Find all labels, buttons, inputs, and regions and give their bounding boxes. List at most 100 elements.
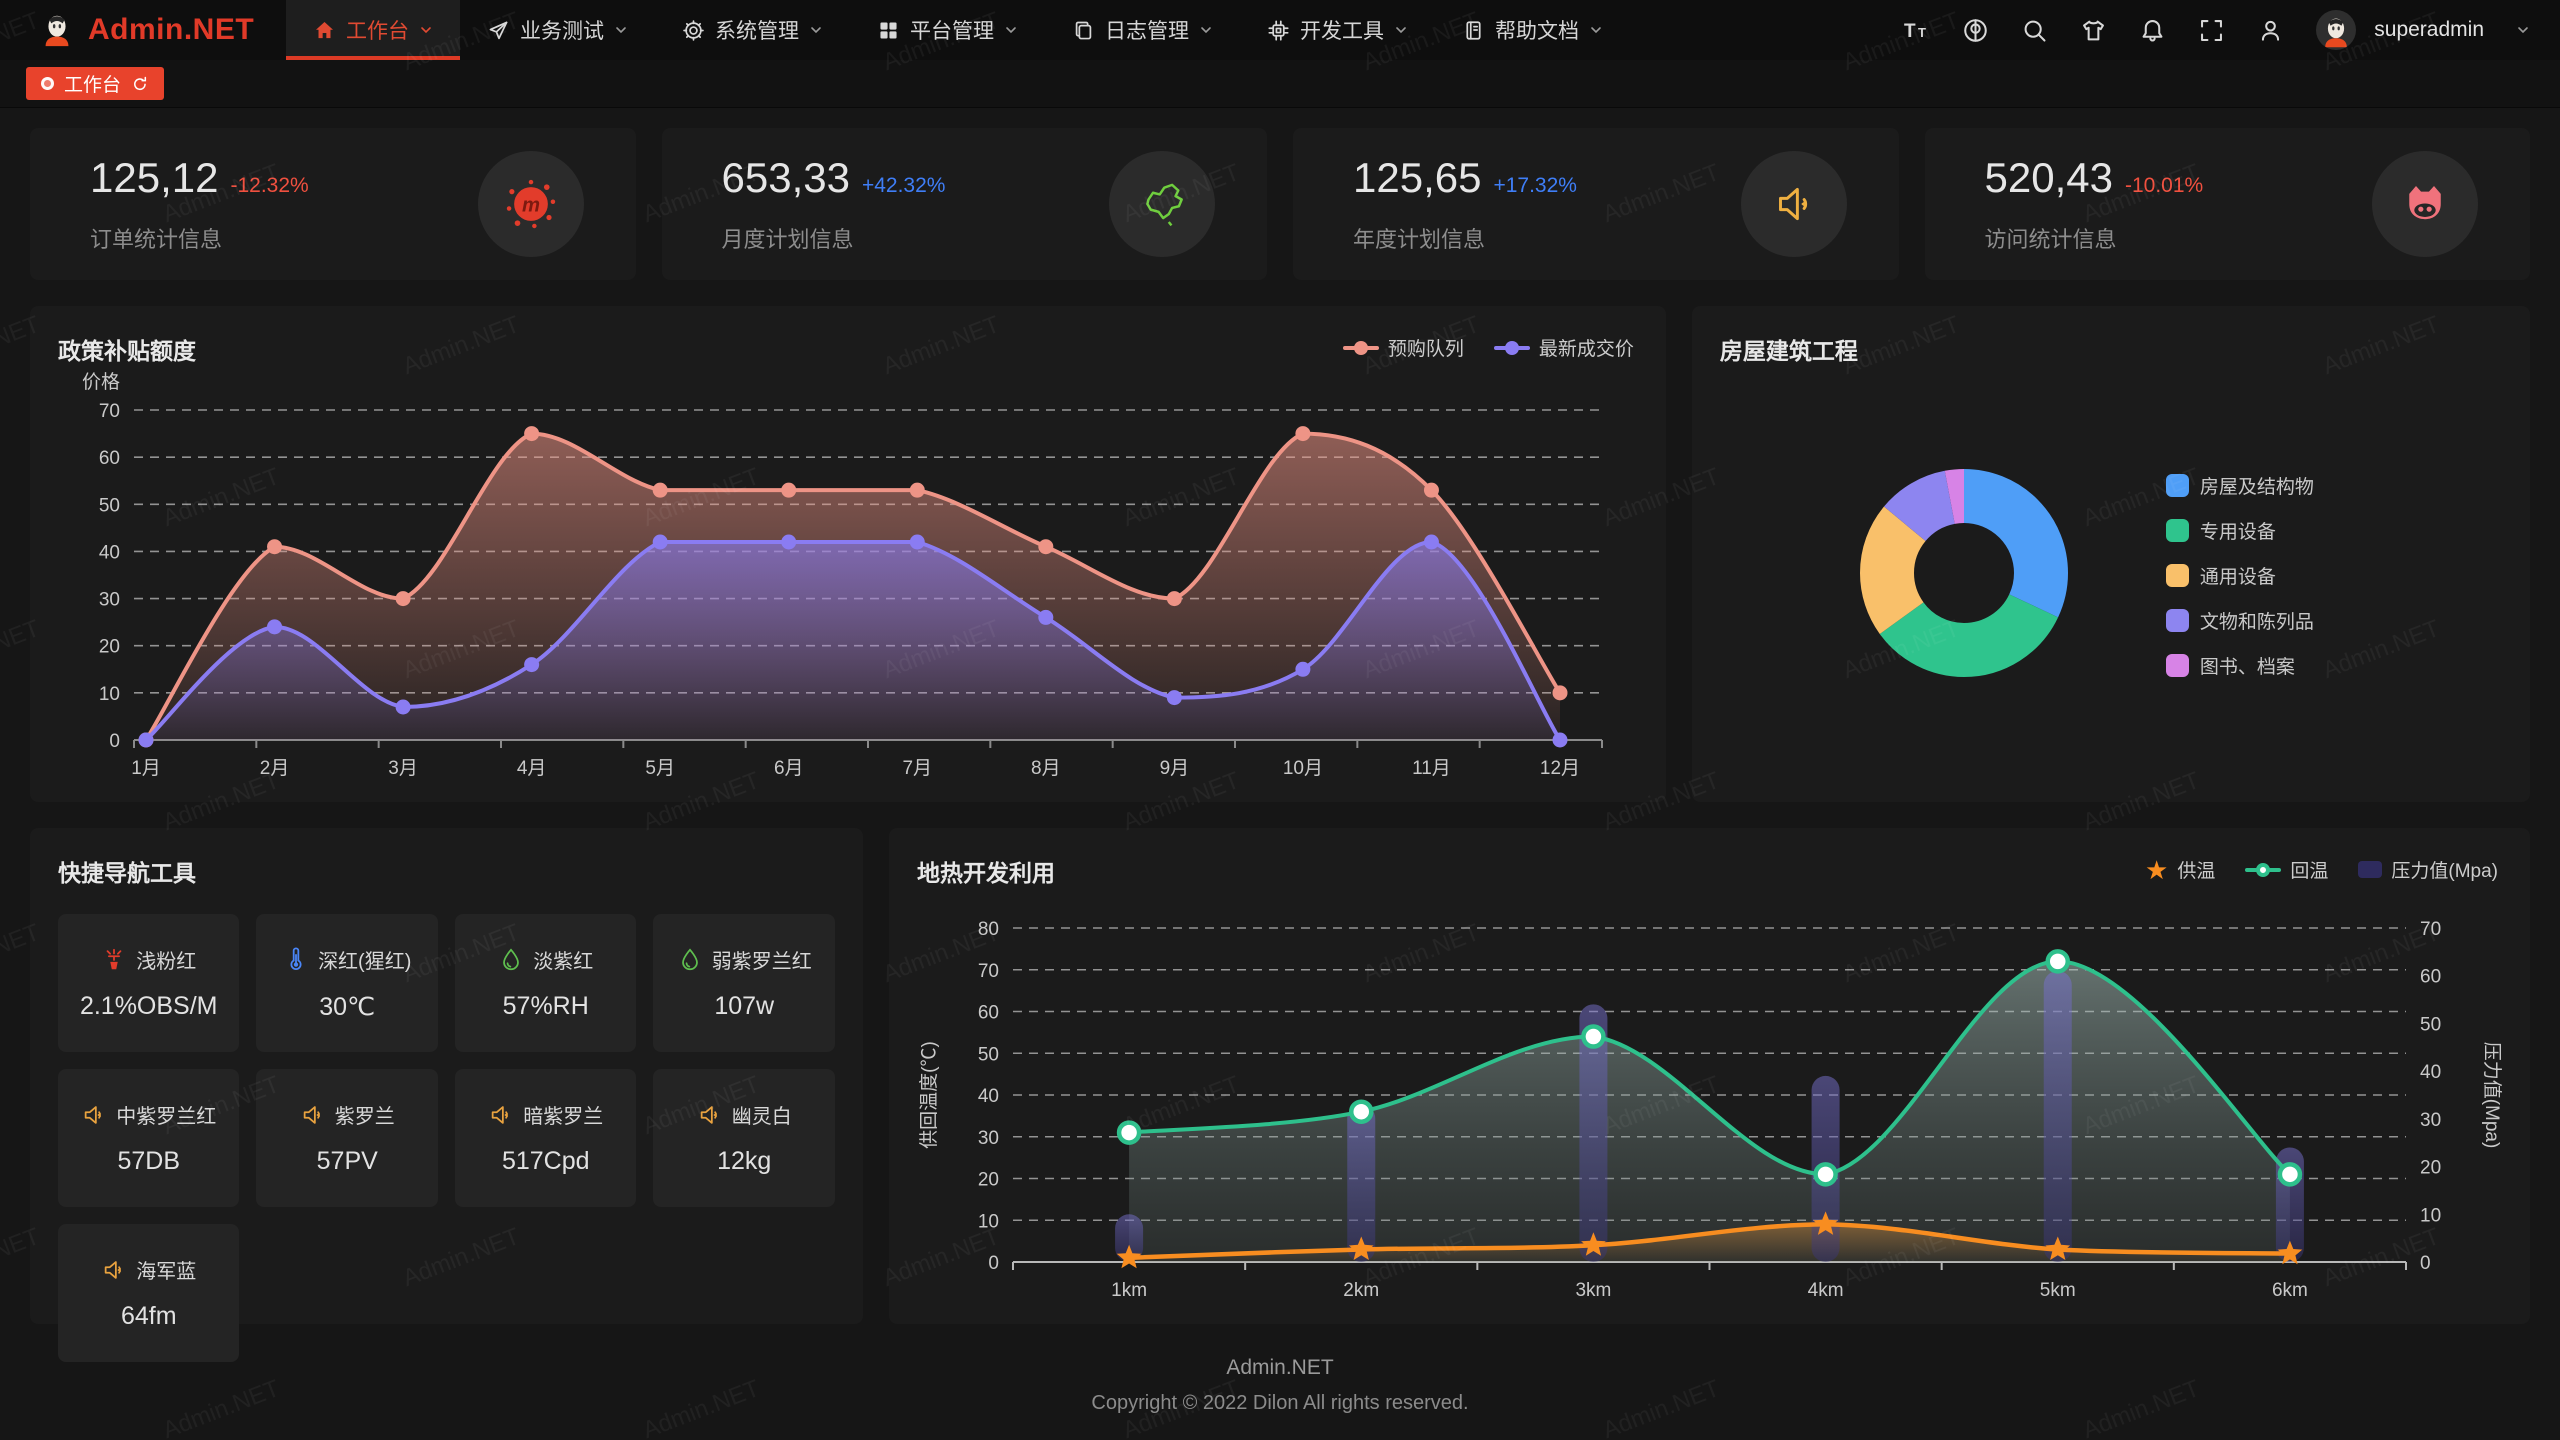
legend-chip [2165, 608, 2189, 632]
donut-wrap: 房屋及结构物 专用设备 通用设备 文物和陈列品 图书、档案 [1720, 366, 2502, 784]
quick-nav-item[interactable]: 暗紫罗兰 517Cpd [454, 1069, 637, 1207]
svg-text:60: 60 [99, 448, 120, 469]
menu-item-platform[interactable]: 平台管理 [850, 0, 1045, 60]
thermometer-icon [283, 946, 309, 972]
chart-title: 地热开发利用 [916, 860, 1055, 886]
legend-chip [2165, 518, 2189, 542]
stat-label: 订单统计信息 [90, 227, 223, 252]
stats-row: 125,12 -12.32% 订单统计信息 m 653,33 +42.32% 月度计… [30, 128, 2530, 280]
fullscreen-icon[interactable] [2198, 17, 2225, 44]
legend-item-artifacts[interactable]: 文物和陈列品 [2165, 607, 2314, 634]
legend-item-pressure[interactable]: 压力值(Mpa) [2358, 856, 2498, 883]
username[interactable]: superadmin [2374, 18, 2484, 41]
search-icon[interactable] [2021, 17, 2048, 44]
tab-active-dot [41, 77, 54, 90]
stat-card-orders: 125,12 -12.32% 订单统计信息 m [30, 128, 636, 280]
quick-nav-value: 57DB [117, 1147, 181, 1175]
legend-label: 专用设备 [2199, 521, 2276, 543]
menu-item-dev-tools[interactable]: 开发工具 [1240, 0, 1435, 60]
app-logo[interactable]: Admin.NET [38, 11, 286, 49]
charts-row-1: 政策补贴额度 预购队列 最新成交价 0 10 20 30 40 50 60 70 价格 1月 2月 3… [30, 306, 2530, 802]
quick-nav-item[interactable]: 弱紫罗兰红 107w [653, 914, 835, 1052]
svg-text:7月: 7月 [902, 758, 932, 779]
svg-text:70: 70 [2420, 919, 2441, 940]
menu-item-logs[interactable]: 日志管理 [1045, 0, 1240, 60]
legend-item-special-equipment[interactable]: 专用设备 [2165, 517, 2314, 544]
legend-item-supply-temp[interactable]: ★ 供温 [2145, 856, 2215, 883]
svg-text:0: 0 [109, 731, 120, 752]
chart-legend: ★ 供温 回温 压力值(Mpa) [2145, 856, 2498, 883]
stat-text: 653,33 +42.32% 月度计划信息 [722, 154, 946, 254]
chevron-down-icon [1004, 23, 1018, 37]
geothermal-chart-canvas[interactable]: 0 10 20 30 40 50 60 70 80 0 10 20 30 40 50 60 70 供回温度(℃) 压… [917, 894, 2503, 1308]
policy-subsidy-chart-card: 政策补贴额度 预购队列 最新成交价 0 10 20 30 40 50 60 70 价格 1月 2月 3… [30, 306, 1666, 802]
line-ring-marker [2245, 862, 2282, 878]
svg-text:T: T [1904, 21, 1916, 42]
speaker-icon [101, 1257, 127, 1283]
svg-text:5月: 5月 [645, 758, 675, 779]
menu-label: 系统管理 [715, 20, 799, 43]
svg-text:30: 30 [99, 590, 120, 611]
user-avatar[interactable] [2316, 10, 2357, 50]
sprinkler-icon [101, 947, 127, 973]
quick-nav-item[interactable]: 淡紫红 57%RH [454, 914, 637, 1052]
main-menu: 工作台 业务测试 系统管理 平台管理 日志管理 [286, 0, 1630, 60]
quick-nav-item[interactable]: 紫罗兰 57PV [256, 1069, 438, 1207]
legend-item-buildings[interactable]: 房屋及结构物 [2165, 472, 2314, 499]
stat-value: 125,12 [90, 154, 219, 201]
legend-item-general-equipment[interactable]: 通用设备 [2165, 562, 2314, 589]
footer: Admin.NET Copyright © 2022 Dilon All rig… [30, 1356, 2530, 1431]
app-title: Admin.NET [88, 13, 255, 46]
svg-text:3km: 3km [1575, 1280, 1611, 1301]
svg-text:50: 50 [99, 495, 120, 516]
theme-shirt-icon[interactable] [2080, 17, 2107, 44]
legend-item-preorder-queue[interactable]: 预购队列 [1342, 334, 1464, 361]
refresh-icon[interactable] [131, 75, 149, 93]
quick-nav-item[interactable]: 中紫罗兰红 57DB [58, 1069, 240, 1207]
svg-text:4月: 4月 [517, 758, 547, 779]
bell-icon[interactable] [2139, 17, 2166, 44]
svg-text:T: T [1918, 25, 1926, 40]
svg-text:20: 20 [978, 1170, 999, 1191]
quick-nav-grid: 浅粉红 2.1%OBS/M 深红(猩红) 30℃ 淡紫红 57%RH 弱紫罗兰红 107… [58, 914, 835, 1362]
quick-nav-item[interactable]: 幽灵白 12kg [653, 1069, 835, 1207]
quick-nav-item[interactable]: 深红(猩红) 30℃ [256, 914, 438, 1052]
svg-text:40: 40 [978, 1086, 999, 1107]
quick-nav-value: 12kg [717, 1147, 772, 1175]
svg-text:1km: 1km [1111, 1280, 1147, 1301]
stat-text: 125,12 -12.32% 订单统计信息 [90, 154, 309, 254]
speaker-icon [488, 1102, 514, 1128]
menu-item-workbench[interactable]: 工作台 [286, 0, 460, 60]
svg-text:6km: 6km [2272, 1280, 2308, 1301]
policy-chart-canvas[interactable]: 0 10 20 30 40 50 60 70 价格 1月 2月 3月 4月 5月 6月 7月 8月 9月 10月 11… [58, 371, 1638, 786]
legend-item-latest-price[interactable]: 最新成交价 [1493, 334, 1634, 361]
legend-chip [2165, 473, 2189, 497]
quick-nav-item[interactable]: 海军蓝 64fm [58, 1224, 240, 1362]
legend-chip [2165, 653, 2189, 677]
stat-delta: +17.32% [1493, 174, 1577, 197]
stat-delta: -10.01% [2124, 174, 2204, 197]
menu-item-business-test[interactable]: 业务测试 [460, 0, 655, 60]
language-icon[interactable] [1962, 17, 1989, 44]
tab-workbench[interactable]: 工作台 [26, 67, 165, 100]
chevron-down-icon[interactable] [2516, 23, 2530, 37]
legend-item-return-temp[interactable]: 回温 [2245, 856, 2328, 883]
main-content: 125,12 -12.32% 订单统计信息 m 653,33 +42.32% 月度计… [0, 108, 2560, 1431]
donut-chart-canvas[interactable] [1848, 457, 2080, 694]
tabbar: 工作台 [0, 60, 2560, 108]
person-icon[interactable] [2257, 17, 2284, 44]
quick-nav-name: 幽灵白 [731, 1106, 792, 1128]
mascot-logo-icon [38, 11, 76, 49]
svg-text:2km: 2km [1343, 1280, 1379, 1301]
legend-item-books-archives[interactable]: 图书、档案 [2165, 652, 2314, 679]
china-map-icon [1109, 151, 1215, 257]
menu-item-help-docs[interactable]: 帮助文档 [1435, 0, 1630, 60]
footer-app-name: Admin.NET [1226, 1356, 1334, 1379]
footer-copyright: Copyright © 2022 Dilon All rights reserv… [1091, 1392, 1469, 1414]
svg-text:20: 20 [2420, 1158, 2441, 1179]
menu-label: 开发工具 [1300, 20, 1384, 43]
quick-nav-item[interactable]: 浅粉红 2.1%OBS/M [58, 914, 240, 1052]
menu-item-system[interactable]: 系统管理 [655, 0, 850, 60]
